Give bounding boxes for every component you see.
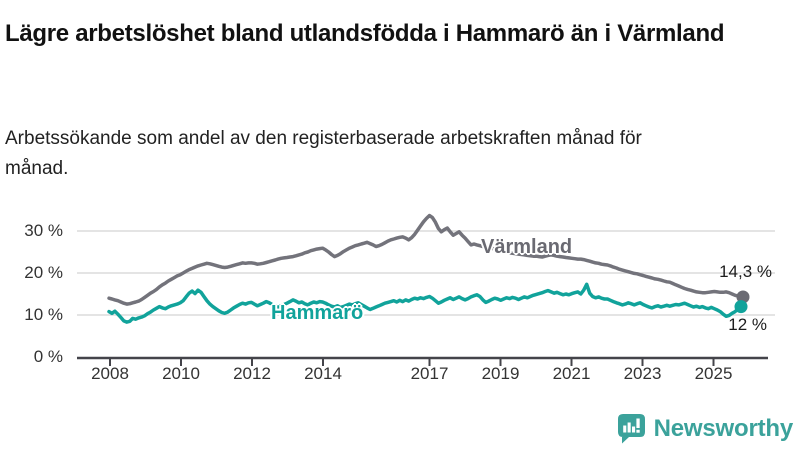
x-tick-2019: 2019 bbox=[481, 364, 520, 383]
end-value-label-varmland: 14,3 % bbox=[719, 262, 772, 281]
x-tick-2008: 2008 bbox=[91, 364, 129, 383]
x-tick-2023: 2023 bbox=[623, 364, 662, 383]
x-tick-2012: 2012 bbox=[233, 364, 271, 383]
page-title: Lägre arbetslöshet bland utlandsfödda i … bbox=[5, 20, 725, 48]
y-tick-0: 0 % bbox=[33, 347, 63, 366]
x-tick-2014: 2014 bbox=[304, 364, 342, 383]
series-label-hammaro: Hammarö bbox=[271, 302, 364, 324]
y-tick-10: 10 % bbox=[24, 305, 63, 324]
chart-subtitle: Arbetssökande som andel av den registerb… bbox=[5, 128, 642, 180]
end-dot-hammaro bbox=[734, 300, 748, 314]
y-tick-30: 30 % bbox=[24, 221, 63, 240]
x-tick-2021: 2021 bbox=[552, 364, 591, 383]
line-series-varmland bbox=[107, 213, 743, 306]
end-dot-varmland bbox=[736, 290, 750, 304]
newsworthy-chart-bubble-icon bbox=[617, 414, 645, 444]
x-tick-2010: 2010 bbox=[162, 364, 200, 383]
newsworthy-wordmark: Newsworthy bbox=[653, 414, 794, 442]
x-tick-2017: 2017 bbox=[410, 364, 449, 383]
line-series-hammaro bbox=[107, 282, 743, 324]
newsworthy-logo: Newsworthy bbox=[616, 413, 793, 444]
y-tick-20: 20 % bbox=[24, 263, 63, 282]
end-value-label-hammaro: 12 % bbox=[728, 315, 767, 334]
series-label-varmland: Värmland bbox=[481, 236, 573, 258]
x-tick-2025: 2025 bbox=[694, 364, 733, 383]
